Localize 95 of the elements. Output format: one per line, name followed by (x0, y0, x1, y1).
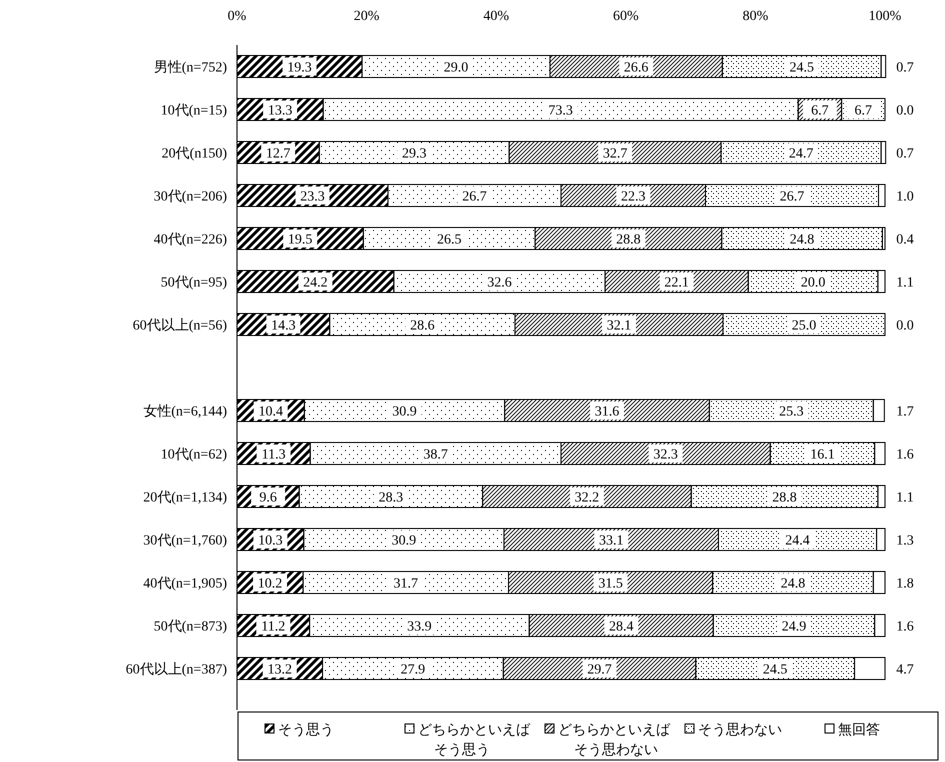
y-tick-label: 40代(n=226) (154, 232, 228, 248)
legend-label: 無回答 (838, 722, 880, 738)
x-tick-label: 20% (354, 9, 380, 24)
data-label: 28.3 (378, 490, 404, 506)
data-label: 1.1 (896, 276, 914, 290)
data-label: 12.7 (266, 146, 290, 162)
y-tick-label: 女性(n=6,144) (143, 404, 228, 420)
data-label: 6.7 (811, 104, 829, 118)
data-label: 0.7 (896, 60, 914, 76)
y-tick-label: 男性(n=752) (154, 60, 228, 76)
data-label: 28.8 (772, 490, 797, 506)
data-label: 14.3 (271, 318, 296, 334)
data-label: 30.9 (392, 404, 417, 420)
data-label: 30.9 (392, 534, 416, 548)
data-label: 1.8 (896, 576, 914, 592)
data-label: 24.5 (762, 662, 788, 678)
y-tick-label: 30代(n=1,760) (143, 532, 228, 548)
data-label: 25.0 (792, 318, 816, 334)
data-label: 32.7 (602, 146, 628, 162)
data-label: 0.4 (896, 232, 914, 248)
y-tick-label: 50代(n=95) (160, 274, 228, 290)
data-label: 13.2 (268, 662, 292, 678)
data-label: 29.3 (402, 146, 426, 162)
data-label: 28.4 (609, 620, 634, 634)
y-tick-label: 40代(n=1,905) (143, 576, 228, 592)
data-label: 24.7 (788, 146, 814, 162)
data-label: 32.1 (606, 318, 632, 334)
data-label: 29.7 (587, 662, 612, 678)
data-label: 22.1 (664, 276, 689, 290)
data-label: 32.3 (653, 448, 678, 462)
data-label: 22.3 (621, 190, 646, 204)
data-label: 29.0 (444, 60, 468, 76)
data-label: 27.9 (400, 662, 426, 678)
y-tick-label: 10代(n=62) (160, 446, 228, 462)
x-tick-label: 60% (612, 9, 639, 24)
data-label: 32.2 (574, 490, 600, 506)
data-label: 31.5 (598, 576, 623, 592)
legend-label: そう思う (278, 722, 334, 738)
data-label: 6.7 (854, 104, 872, 118)
x-tick-label: 40% (483, 9, 510, 24)
data-label: 19.5 (288, 232, 312, 248)
data-label: 0.0 (896, 104, 914, 118)
data-label: 4.7 (896, 662, 914, 678)
y-tick-label: 20代(n=1,134) (143, 490, 228, 506)
data-label: 31.7 (394, 576, 418, 592)
data-label: 26.5 (436, 232, 462, 248)
data-label: 24.2 (303, 276, 328, 290)
y-tick-label: 60代以上(n=56) (132, 318, 228, 334)
data-label: 33.9 (407, 620, 432, 634)
data-label: 32.6 (487, 276, 512, 290)
data-label: 28.8 (616, 232, 641, 248)
data-label: 28.6 (410, 318, 435, 334)
data-label: 73.3 (548, 104, 573, 118)
data-label: 20.0 (800, 276, 826, 290)
data-label: 1.0 (896, 190, 914, 204)
data-label: 13.3 (268, 104, 292, 118)
data-label: 24.9 (782, 620, 806, 634)
data-label: 23.3 (300, 190, 325, 204)
y-tick-label: 10代(n=15) (160, 102, 228, 118)
data-label: 0.0 (896, 318, 914, 334)
legend-label: どちらかといえばそう思う (418, 723, 531, 758)
data-label: 24.5 (789, 60, 814, 76)
data-label: 11.2 (261, 620, 286, 634)
data-label: 11.3 (262, 448, 286, 462)
y-tick-label: 30代(n=206) (154, 188, 228, 204)
data-label: 24.4 (785, 534, 810, 548)
data-label: 10.4 (258, 404, 283, 420)
data-label: 1.3 (896, 534, 914, 548)
y-tick-label: 60代以上(n=387) (126, 662, 228, 678)
data-label: 33.1 (598, 534, 624, 548)
x-tick-label: 100% (868, 9, 902, 24)
data-label: 24.8 (780, 576, 806, 592)
x-tick-label: 0% (228, 9, 247, 24)
data-label: 19.3 (287, 60, 312, 76)
data-label: 9.6 (259, 490, 277, 506)
data-label: 25.3 (779, 404, 804, 420)
data-label: 38.7 (423, 448, 448, 462)
data-label: 24.8 (790, 232, 814, 248)
data-label: 1.1 (896, 490, 914, 506)
data-label: 0.7 (896, 146, 914, 162)
y-tick-label: 20代(n150) (162, 146, 228, 162)
data-label: 1.6 (896, 620, 914, 634)
x-tick-label: 80% (742, 9, 769, 24)
y-tick-label: 50代(n=873) (154, 618, 228, 634)
data-label: 26.6 (624, 60, 648, 76)
data-label: 16.1 (810, 448, 835, 462)
data-label: 1.6 (896, 448, 914, 462)
legend-label: そう思わない (698, 722, 782, 738)
data-label: 26.7 (462, 190, 487, 204)
data-label: 1.7 (896, 404, 914, 420)
data-label: 31.6 (594, 404, 620, 420)
data-label: 26.7 (780, 190, 804, 204)
data-label: 10.2 (258, 576, 282, 592)
data-label: 10.3 (258, 534, 283, 548)
legend-label: どちらかといえばそう思わない (558, 723, 671, 758)
